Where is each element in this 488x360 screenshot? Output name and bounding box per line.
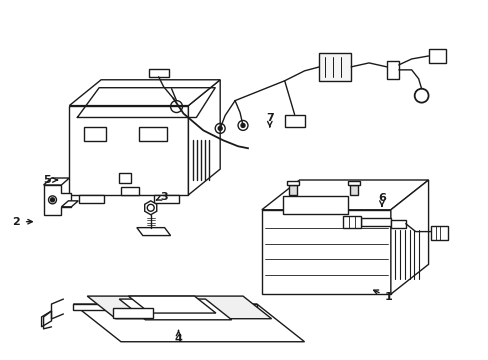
Circle shape (50, 198, 54, 202)
Polygon shape (429, 226, 447, 239)
Polygon shape (87, 296, 271, 319)
Polygon shape (343, 216, 360, 228)
Text: 7: 7 (265, 113, 273, 123)
Text: 3: 3 (160, 192, 167, 202)
Circle shape (241, 123, 244, 127)
Polygon shape (350, 185, 358, 195)
Polygon shape (113, 308, 152, 318)
Polygon shape (262, 180, 427, 210)
Text: 1: 1 (384, 292, 392, 302)
Polygon shape (73, 304, 304, 342)
Polygon shape (284, 114, 304, 127)
Polygon shape (390, 180, 427, 294)
Polygon shape (69, 80, 220, 105)
Polygon shape (360, 218, 390, 226)
Polygon shape (128, 296, 216, 313)
Polygon shape (61, 201, 78, 207)
Polygon shape (283, 196, 347, 214)
Text: 2: 2 (12, 217, 20, 227)
Polygon shape (79, 195, 104, 203)
Polygon shape (121, 187, 139, 195)
Polygon shape (43, 185, 71, 215)
Polygon shape (69, 105, 188, 195)
Polygon shape (119, 299, 231, 320)
Polygon shape (390, 220, 405, 228)
Polygon shape (119, 173, 131, 183)
Polygon shape (427, 49, 446, 63)
Polygon shape (319, 53, 350, 81)
Polygon shape (43, 178, 69, 185)
Text: 5: 5 (42, 175, 50, 185)
Polygon shape (348, 181, 360, 185)
Polygon shape (144, 201, 157, 215)
Polygon shape (41, 311, 51, 327)
Polygon shape (148, 69, 168, 77)
Polygon shape (286, 181, 298, 185)
Circle shape (218, 126, 222, 130)
Polygon shape (188, 80, 220, 195)
Polygon shape (386, 61, 398, 79)
Polygon shape (262, 210, 390, 294)
Polygon shape (139, 127, 166, 141)
Polygon shape (153, 195, 178, 203)
Polygon shape (137, 228, 170, 235)
Text: 6: 6 (377, 193, 385, 203)
Polygon shape (73, 304, 256, 310)
Polygon shape (288, 185, 296, 195)
Text: 4: 4 (174, 334, 182, 344)
Polygon shape (84, 127, 106, 141)
